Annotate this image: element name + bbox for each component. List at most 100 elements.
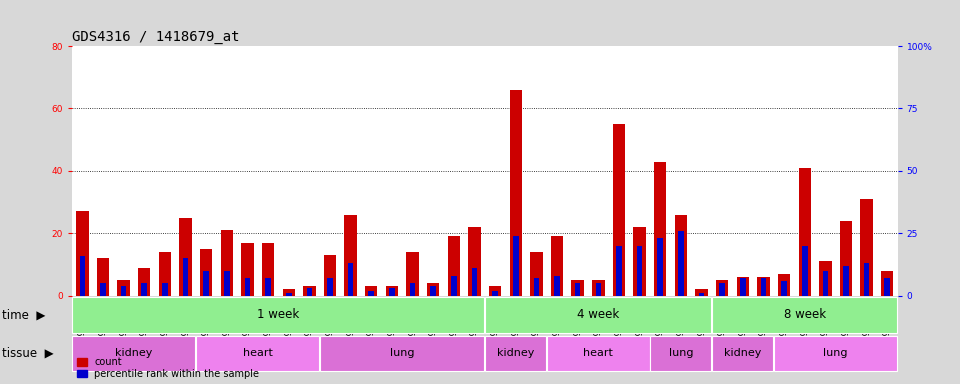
Text: 8 week: 8 week	[783, 308, 826, 321]
Bar	[778, 274, 790, 296]
Bar	[823, 271, 828, 296]
Bar	[97, 258, 109, 296]
Bar	[265, 278, 271, 296]
Bar	[80, 256, 85, 296]
Text: lung: lung	[824, 348, 848, 358]
Bar	[678, 231, 684, 296]
Bar	[200, 249, 212, 296]
Bar	[736, 277, 749, 296]
Bar	[740, 278, 746, 296]
Bar	[534, 278, 540, 296]
Bar	[616, 246, 622, 296]
Bar	[471, 268, 477, 296]
Bar	[695, 290, 708, 296]
Bar	[884, 278, 890, 296]
Bar	[485, 336, 546, 371]
Bar	[864, 263, 870, 296]
Bar	[485, 297, 711, 333]
Bar	[345, 215, 357, 296]
Bar	[881, 271, 894, 296]
Bar	[675, 215, 687, 296]
Bar	[719, 283, 725, 296]
Bar	[348, 263, 353, 296]
Bar	[575, 283, 581, 296]
Bar	[196, 336, 320, 371]
Bar	[551, 237, 564, 296]
Bar	[76, 212, 88, 296]
Bar	[245, 278, 251, 296]
Bar	[571, 280, 584, 296]
Text: 4 week: 4 week	[577, 308, 619, 321]
Bar	[427, 283, 440, 296]
Bar	[262, 243, 275, 296]
Bar	[468, 227, 481, 296]
Text: kidney: kidney	[115, 348, 153, 358]
Bar	[121, 286, 127, 296]
Bar	[72, 336, 196, 371]
Bar	[592, 280, 605, 296]
Bar	[204, 271, 209, 296]
Legend: count, percentile rank within the sample: count, percentile rank within the sample	[77, 357, 259, 379]
Text: heart: heart	[243, 348, 273, 358]
Bar	[241, 243, 253, 296]
Bar	[712, 336, 774, 371]
Bar	[100, 283, 106, 296]
Bar	[658, 238, 663, 296]
Text: kidney: kidney	[724, 348, 761, 358]
Bar	[760, 278, 766, 296]
Bar	[451, 276, 457, 296]
Bar	[406, 252, 419, 296]
Bar	[554, 276, 560, 296]
Bar	[699, 293, 705, 296]
Bar	[430, 286, 436, 296]
Text: lung: lung	[390, 348, 415, 358]
Bar	[224, 271, 229, 296]
Text: 1 week: 1 week	[257, 308, 300, 321]
Bar	[774, 336, 898, 371]
Text: heart: heart	[584, 348, 613, 358]
Bar	[306, 288, 312, 296]
Bar	[282, 290, 295, 296]
Bar	[843, 266, 849, 296]
Bar	[447, 237, 460, 296]
Bar	[802, 246, 807, 296]
Bar	[799, 168, 811, 296]
Text: time  ▶: time ▶	[2, 308, 45, 321]
Bar	[182, 258, 188, 296]
Bar	[757, 277, 770, 296]
Bar	[365, 286, 377, 296]
Bar	[410, 283, 416, 296]
Bar	[162, 283, 168, 296]
Bar	[324, 255, 336, 296]
Bar	[158, 252, 171, 296]
Bar	[530, 252, 542, 296]
Bar	[510, 90, 522, 296]
Bar	[712, 297, 898, 333]
Bar	[716, 280, 729, 296]
Bar	[221, 230, 233, 296]
Bar	[513, 236, 518, 296]
Bar	[489, 286, 501, 296]
Bar	[547, 336, 650, 371]
Bar	[286, 293, 292, 296]
Bar	[654, 162, 666, 296]
Text: tissue  ▶: tissue ▶	[2, 347, 54, 360]
Bar	[138, 268, 151, 296]
Bar	[612, 124, 625, 296]
Bar	[141, 283, 147, 296]
Bar	[303, 286, 316, 296]
Bar	[72, 297, 485, 333]
Bar	[369, 291, 374, 296]
Text: GDS4316 / 1418679_at: GDS4316 / 1418679_at	[72, 30, 239, 44]
Bar	[781, 281, 787, 296]
Text: kidney: kidney	[497, 348, 535, 358]
Bar	[117, 280, 130, 296]
Bar	[819, 262, 831, 296]
Bar	[840, 221, 852, 296]
Bar	[860, 199, 873, 296]
Bar	[492, 291, 498, 296]
Bar	[595, 283, 601, 296]
Bar	[389, 288, 395, 296]
Bar	[634, 227, 646, 296]
Bar	[636, 246, 642, 296]
